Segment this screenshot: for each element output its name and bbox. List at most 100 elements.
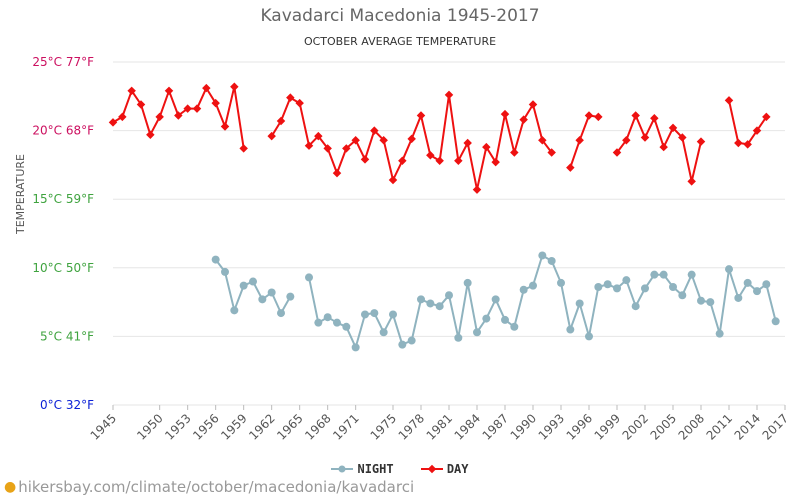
x-tick-label: 2017: [760, 411, 791, 442]
legend-day-marker: [420, 464, 443, 474]
night-point: [734, 293, 743, 302]
day-point: [220, 122, 230, 131]
night-point: [417, 295, 425, 304]
night-point: [230, 306, 239, 315]
x-tick-label: 1990: [508, 411, 539, 442]
x-tick-label: 2002: [620, 411, 651, 442]
night-point: [753, 287, 761, 296]
night-point: [547, 256, 556, 265]
day-point: [314, 131, 323, 141]
day-point: [276, 116, 286, 126]
day-point: [146, 130, 155, 139]
night-point: [762, 280, 771, 289]
x-tick-label: 1956: [190, 411, 221, 442]
night-point: [697, 296, 705, 305]
night-point: [342, 322, 351, 331]
night-point: [351, 343, 360, 352]
day-point: [724, 96, 734, 105]
x-tick-label: 1993: [536, 411, 567, 442]
footer-link[interactable]: ● hikersbay.com/climate/october/macedoni…: [4, 478, 414, 496]
day-point: [388, 175, 398, 185]
y-tick-label: 20°C 68°F: [32, 124, 94, 138]
night-point: [398, 340, 407, 349]
day-point: [230, 82, 239, 91]
x-tick-label: 1999: [592, 411, 623, 442]
night-point: [613, 284, 621, 293]
x-tick-label: 1965: [274, 411, 305, 442]
night-point: [501, 315, 509, 324]
night-point: [277, 309, 285, 318]
night-point: [482, 314, 491, 323]
night-point: [463, 278, 472, 287]
night-point: [379, 328, 388, 337]
x-tick-label: 2014: [732, 411, 763, 442]
day-point: [360, 155, 370, 164]
day-point: [687, 177, 696, 186]
x-tick-label: 1971: [330, 411, 361, 442]
day-point: [155, 112, 164, 122]
night-point: [678, 291, 687, 300]
night-point: [323, 313, 332, 322]
day-point: [211, 98, 220, 108]
chart-subtitle: OCTOBER AVERAGE TEMPERATURE: [303, 35, 497, 48]
night-point: [333, 318, 341, 327]
night-point: [221, 267, 229, 276]
legend-item-day[interactable]: DAY: [420, 462, 469, 476]
day-point: [127, 86, 136, 96]
x-tick-label: 2005: [648, 411, 679, 442]
day-point: [379, 135, 388, 145]
night-point: [314, 318, 323, 327]
day-point: [202, 83, 211, 93]
x-tick-label: 1996: [564, 411, 595, 442]
y-tick-label: 0°C 32°F: [40, 398, 94, 412]
day-point: [696, 137, 706, 146]
day-point: [118, 112, 127, 122]
night-point: [594, 283, 603, 292]
day-point: [435, 156, 444, 166]
night-point: [211, 255, 220, 264]
day-point: [407, 134, 416, 144]
x-tick-label: 2008: [676, 411, 707, 442]
location-pin-icon: ●: [4, 479, 17, 495]
night-point: [510, 322, 519, 331]
day-point: [444, 90, 454, 100]
day-point: [500, 109, 510, 119]
x-tick-label: 1984: [452, 411, 483, 442]
night-point: [519, 285, 528, 294]
day-point: [575, 135, 584, 145]
night-point: [641, 284, 649, 293]
night-point: [566, 325, 575, 334]
day-point: [594, 112, 603, 122]
night-point: [687, 270, 696, 279]
day-point: [631, 111, 640, 120]
night-point: [491, 295, 500, 304]
day-point: [304, 141, 314, 150]
day-point: [659, 142, 668, 152]
day-point: [566, 163, 575, 172]
night-point: [249, 277, 257, 286]
legend-item-night[interactable]: NIGHT: [331, 462, 394, 476]
night-point: [361, 310, 369, 319]
legend-night-label: NIGHT: [357, 462, 394, 476]
night-point: [659, 270, 668, 279]
day-point: [183, 104, 192, 113]
chart-title: Kavadarci Macedonia 1945-2017: [260, 6, 540, 26]
day-point: [472, 185, 482, 194]
day-point: [267, 131, 276, 141]
night-point: [631, 302, 640, 311]
x-tick-label: 1962: [246, 411, 277, 442]
day-point: [351, 135, 360, 145]
day-point: [426, 151, 435, 160]
day-point: [174, 111, 183, 120]
day-point: [323, 144, 332, 153]
legend-day-label: DAY: [446, 462, 469, 476]
night-point: [529, 281, 537, 290]
chart-legend[interactable]: NIGHT DAY: [0, 462, 800, 477]
y-tick-label: 10°C 50°F: [32, 261, 94, 275]
series-line-day: [569, 114, 599, 168]
x-tick-label: 1945: [88, 411, 119, 442]
night-point: [370, 309, 379, 318]
day-point: [491, 157, 500, 167]
night-point: [715, 329, 724, 338]
